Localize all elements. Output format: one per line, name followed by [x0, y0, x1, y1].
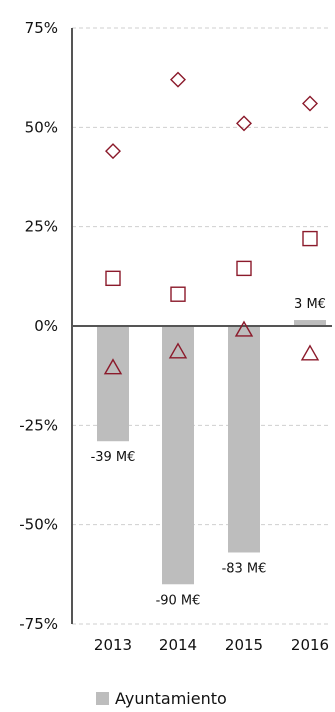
legend: Ayuntamiento [96, 688, 227, 708]
bar-2016 [294, 320, 326, 326]
triangle-marker-2015 [234, 320, 254, 337]
bar-2013 [97, 326, 129, 442]
square-marker-2013 [105, 270, 121, 287]
legend-swatch-ayuntamiento [96, 691, 109, 705]
bar-data-label-2013: -39 M€ [91, 450, 136, 465]
x-tick-label-2016: 2016 [291, 636, 329, 654]
y-tick-label-6: -75% [19, 615, 58, 633]
square-marker-2016 [302, 230, 318, 247]
y-tick-label-5: -50% [19, 516, 58, 534]
chart: 75% 50% 25% 0% -25% -50% -75% -39 M€ -90 M€ -83 M… [19, 19, 332, 654]
diamond-marker-2015 [236, 115, 252, 132]
diamond-marker-2014 [170, 71, 186, 88]
y-tick-label-4: -25% [19, 416, 58, 434]
bar-data-label-2015: -83 M€ [222, 561, 267, 576]
bar-data-label-2014: -90 M€ [156, 593, 201, 608]
square-marker-2014 [170, 286, 186, 302]
square-marker-2015 [236, 260, 252, 277]
triangle-marker-2014 [168, 342, 188, 359]
bar-2015 [228, 326, 260, 553]
triangle-marker-2016 [300, 344, 320, 361]
diamond-marker-2016 [302, 95, 318, 112]
y-tick-label-2: 25% [25, 218, 58, 236]
x-tick-label-2014: 2014 [159, 636, 197, 654]
legend-label-ayuntamiento: Ayuntamiento [115, 688, 227, 708]
bar-data-label-2016: 3 M€ [294, 297, 326, 312]
bar-2014 [162, 326, 194, 585]
y-tick-label-1: 50% [25, 118, 58, 136]
x-tick-label-2015: 2015 [225, 636, 263, 654]
triangle-marker-2013 [103, 358, 123, 375]
y-tick-label-3: 0% [34, 317, 58, 335]
diamond-marker-2013 [105, 143, 121, 160]
x-tick-label-2013: 2013 [94, 636, 132, 654]
y-tick-label-0: 75% [25, 19, 58, 37]
